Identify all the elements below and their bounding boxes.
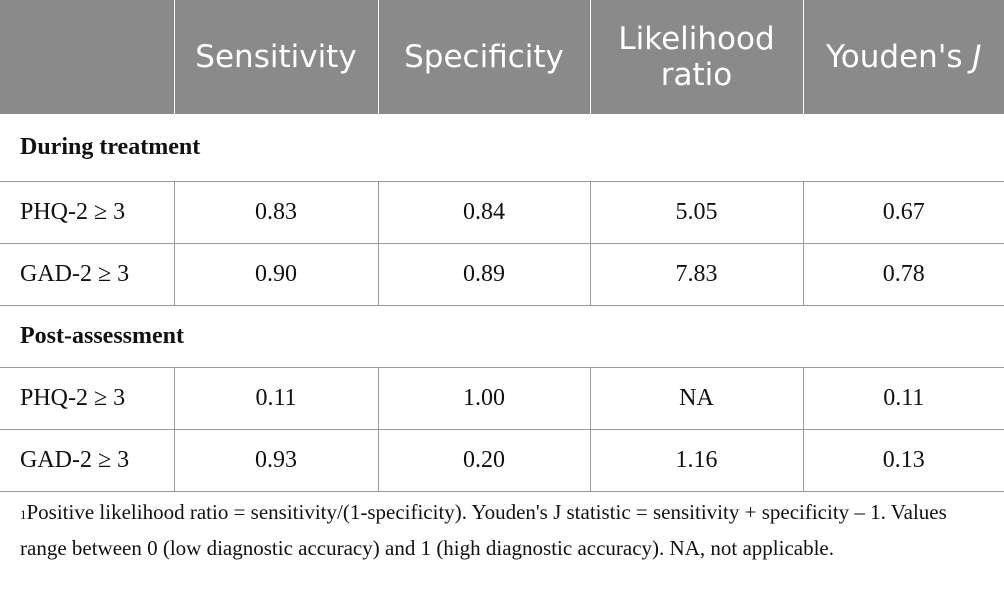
cell-sensitivity: 0.90 [173,243,378,306]
header-cell-blank [0,0,174,114]
section-title: Post-assessment [0,305,1004,368]
footnote-text: Positive likelihood ratio = sensitivity/… [20,500,947,560]
header-sensitivity: Sensitivity [173,0,378,114]
table-row: GAD-2 ≥ 3 0.93 0.20 1.16 0.13 [0,429,1004,492]
table-header: Sensitivity Specificity Likelihood ratio… [0,0,1004,114]
cell-sensitivity: 0.83 [173,181,378,244]
header-likelihood-ratio: Likelihood ratio [589,0,803,114]
header-specificity: Specificity [377,0,590,114]
header-row: Sensitivity Specificity Likelihood ratio… [0,0,1004,114]
table-row: PHQ-2 ≥ 3 0.11 1.00 NA 0.11 [0,367,1004,430]
cell-youdens-j: 0.11 [802,367,1004,430]
cell-sensitivity: 0.93 [173,429,378,492]
cell-specificity: 0.89 [377,243,590,306]
cell-sensitivity: 0.11 [173,367,378,430]
cell-youdens-j: 0.67 [802,181,1004,244]
cell-specificity: 0.84 [377,181,590,244]
results-table: Sensitivity Specificity Likelihood ratio… [0,0,1004,492]
row-label: PHQ-2 ≥ 3 [0,367,174,430]
section-title: During treatment [0,114,1004,182]
cell-specificity: 1.00 [377,367,590,430]
table-row: GAD-2 ≥ 3 0.90 0.89 7.83 0.78 [0,243,1004,306]
footnote-marker: 1 [20,507,27,522]
cell-likelihood-ratio: 1.16 [589,429,803,492]
row-label: PHQ-2 ≥ 3 [0,181,174,244]
row-label: GAD-2 ≥ 3 [0,243,174,306]
table-row: PHQ-2 ≥ 3 0.83 0.84 5.05 0.67 [0,181,1004,244]
cell-likelihood-ratio: NA [589,367,803,430]
cell-likelihood-ratio: 5.05 [589,181,803,244]
header-youdens-label: Youden's [825,39,963,75]
header-youdens-j: Youden's J [802,0,1004,114]
cell-likelihood-ratio: 7.83 [589,243,803,306]
table-footnote: 1Positive likelihood ratio = sensitivity… [20,494,995,566]
cell-specificity: 0.20 [377,429,590,492]
cell-youdens-j: 0.78 [802,243,1004,306]
cell-youdens-j: 0.13 [802,429,1004,492]
section-row-post-assessment: Post-assessment [0,305,1004,368]
header-youdens-j-letter: J [972,39,982,75]
section-row-during-treatment: During treatment [0,114,1004,182]
row-label: GAD-2 ≥ 3 [0,429,174,492]
